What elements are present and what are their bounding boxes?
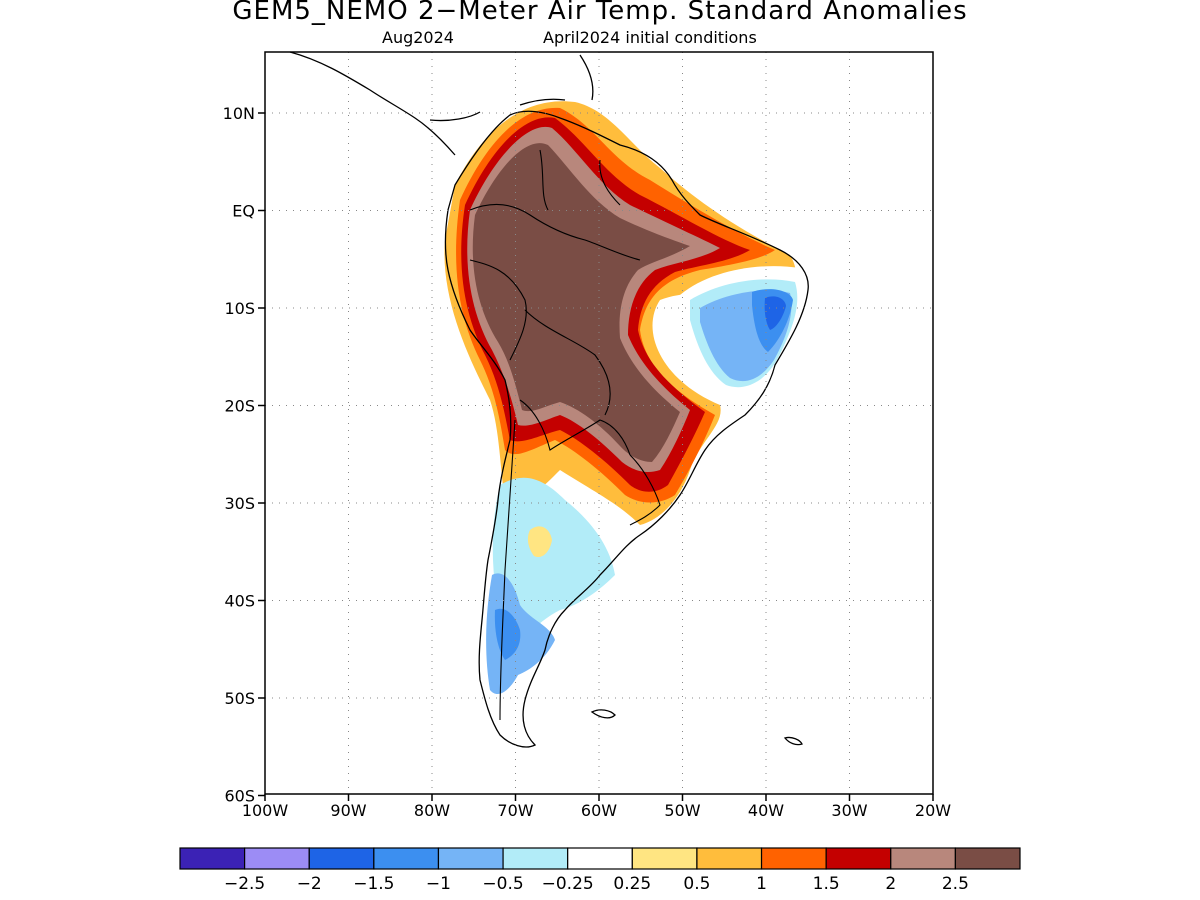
coastline (289, 51, 809, 748)
anomaly-contour-cool-brazil-core (764, 296, 786, 330)
lon-tick-label: 90W (330, 801, 366, 820)
graticule (265, 52, 933, 794)
colorbar-swatch (244, 847, 310, 870)
colorbar-swatch (825, 847, 892, 870)
lon-tick-label: 100W (242, 801, 289, 820)
lat-tick-label: 30S (224, 494, 255, 513)
caribbean-islands (429, 54, 594, 122)
colorbar-swatch (631, 847, 698, 870)
anomaly-contour-warm-argentina (527, 526, 552, 558)
lat-tick-label: EQ (232, 202, 255, 221)
colorbar-swatch (954, 847, 1021, 870)
colorbar-label: −1 (426, 874, 451, 894)
south-georgia-island (783, 736, 803, 746)
lat-tick-label: 50S (224, 689, 255, 708)
latitude-labels: 10N EQ 10S 20S 30S 40S 50S 60S (223, 104, 255, 806)
anomaly-field (444, 101, 805, 695)
colorbar-swatch (502, 847, 569, 870)
anomaly-contour-warm-extreme (472, 143, 690, 462)
colorbar-label: −2 (297, 874, 322, 894)
target-month: Aug2024 (382, 28, 454, 47)
lon-tick-label: 60W (581, 801, 617, 820)
colorbar-swatch (696, 847, 763, 870)
lon-tick-label: 80W (414, 801, 450, 820)
colorbar-swatch (760, 847, 827, 870)
lon-tick-label: 40W (748, 801, 784, 820)
lat-tick-label: 20S (224, 397, 255, 416)
lat-tick-label: 10S (224, 299, 255, 318)
central-america-coast (289, 51, 456, 156)
falkland-islands (590, 709, 616, 719)
colorbar-label: 0.25 (613, 874, 651, 894)
longitude-labels: 100W 90W 80W 70W 60W 50W 40W 30W 20W (242, 801, 951, 820)
south-america-coast (444, 110, 809, 748)
lat-tick-label: 60S (224, 787, 255, 806)
map-title: GEM5_NEMO 2−Meter Air Temp. Standard Ano… (232, 0, 968, 26)
lat-tick-label: 10N (223, 104, 255, 123)
colorbar-swatch (567, 847, 633, 870)
lon-tick-label: 70W (497, 801, 533, 820)
colorbar-label: −1.5 (353, 874, 394, 894)
colorbar-label: 0.5 (683, 874, 710, 894)
axis-ticks (258, 112, 934, 801)
lon-tick-label: 50W (664, 801, 700, 820)
colorbar-label: 1 (756, 874, 767, 894)
colorbar-swatch (373, 847, 440, 870)
lon-tick-label: 20W (915, 801, 951, 820)
colorbar-label: 2 (885, 874, 896, 894)
colorbar-label: −0.5 (482, 874, 523, 894)
lon-tick-label: 30W (831, 801, 867, 820)
colorbar-label: −2.5 (224, 874, 265, 894)
colorbar-swatch (179, 847, 246, 870)
colorbar-swatch (308, 847, 375, 870)
colorbar-swatch (890, 847, 956, 870)
country-borders (469, 149, 661, 721)
colorbar-label: 1.5 (813, 874, 840, 894)
lat-tick-label: 40S (224, 592, 255, 611)
colorbar-label: −0.25 (542, 874, 594, 894)
colorbar-swatch (437, 847, 504, 870)
colorbar (179, 847, 1021, 870)
initial-conditions: April2024 initial conditions (543, 28, 757, 47)
colorbar-label: 2.5 (942, 874, 969, 894)
colorbar-labels: −2.5 −2 −1.5 −1 −0.5 −0.25 0.25 0.5 1 1.5 2 2.5 (224, 874, 969, 894)
